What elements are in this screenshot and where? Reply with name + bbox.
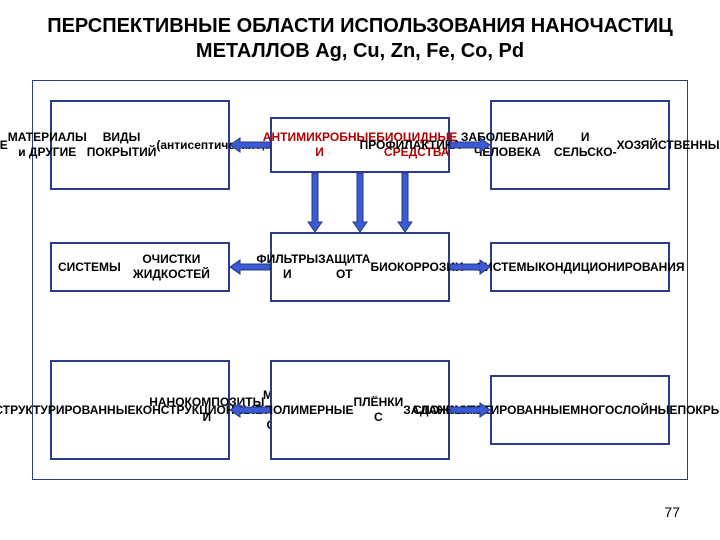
diagram-box: СИСТЕМЫОЧИСТКИ ЖИДКОСТЕЙ xyxy=(50,242,230,292)
diagram-box: СЛОЖНОЛЕГИРОВАННЫЕМНОГОСЛОЙНЫЕПОКРЫТИЯ xyxy=(490,375,670,445)
diagram-box: СИСТЕМЫКОНДИЦИОНИРОВАНИЯ xyxy=(490,242,670,292)
diagram-box: ПРОФИЛАКТИКАЗАБОЛЕВАНИЙ ЧЕЛОВЕКАИ СЕЛЬСК… xyxy=(490,100,670,190)
slide-title: ПЕРСПЕКТИВНЫЕ ОБЛАСТИ ИСПОЛЬЗОВАНИЯ НАНО… xyxy=(0,0,720,74)
diagram-box: ФИЛЬТРЫ ИЗАЩИТА ОТБИОКОРРОЗИИ xyxy=(270,232,450,302)
diagram-box: ЛАКОКРАСОЧНЫЕМАТЕРИАЛЫ и ДРУГИЕВИДЫ ПОКР… xyxy=(50,100,230,190)
page-number: 77 xyxy=(664,504,680,520)
